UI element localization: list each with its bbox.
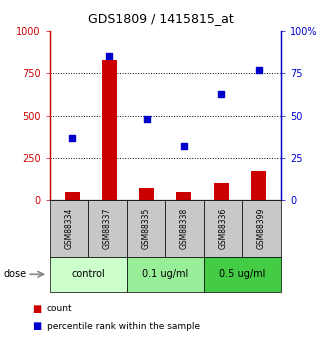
Text: ■: ■ <box>32 321 41 331</box>
Bar <box>251 170 266 200</box>
Text: 0.1 ug/ml: 0.1 ug/ml <box>142 269 188 279</box>
Text: 0.5 ug/ml: 0.5 ug/ml <box>219 269 265 279</box>
Text: GSM88399: GSM88399 <box>257 208 266 249</box>
Bar <box>65 192 80 200</box>
Bar <box>102 60 117 200</box>
Bar <box>214 183 229 200</box>
Text: ■: ■ <box>32 304 41 314</box>
Text: GDS1809 / 1415815_at: GDS1809 / 1415815_at <box>88 12 233 25</box>
Bar <box>177 192 191 200</box>
Text: GSM88336: GSM88336 <box>219 208 228 249</box>
Point <box>219 91 224 96</box>
Text: GSM88338: GSM88338 <box>180 208 189 249</box>
Text: GSM88334: GSM88334 <box>65 208 74 249</box>
Text: GSM88337: GSM88337 <box>103 208 112 249</box>
Text: count: count <box>47 304 72 313</box>
Point <box>144 116 149 122</box>
Bar <box>139 188 154 200</box>
Point <box>181 143 187 149</box>
Text: GSM88335: GSM88335 <box>142 208 151 249</box>
Point <box>70 135 75 140</box>
Text: percentile rank within the sample: percentile rank within the sample <box>47 322 200 331</box>
Point <box>107 54 112 59</box>
Text: dose: dose <box>3 269 26 279</box>
Text: control: control <box>71 269 105 279</box>
Point <box>256 67 261 73</box>
